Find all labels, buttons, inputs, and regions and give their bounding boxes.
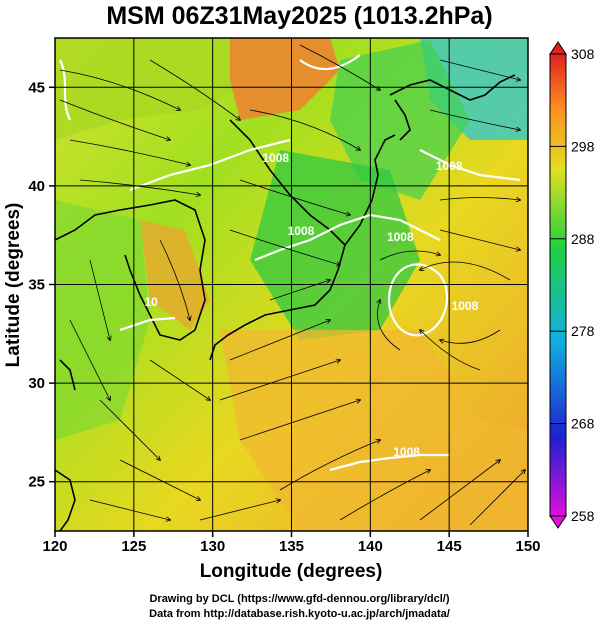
isobar-label: 1008 [288,224,315,238]
lat-lon-grid [55,38,528,531]
x-axis-ticks: 120 125 130 135 140 145 150 [42,531,541,555]
warm-region-south [220,330,528,531]
colorbar-tick-label: 308 [571,46,595,62]
isobar-label: 1008 [452,299,479,313]
isobar-label: 1008 [436,159,463,173]
x-tick-label: 140 [358,538,383,555]
x-tick-label: 145 [437,538,462,555]
isobar-lines [59,54,521,472]
y-axis-title: Latitude (degrees) [3,203,24,368]
isobar-label: 1008 [387,230,414,244]
x-tick-label: 125 [121,538,146,555]
y-tick-label: 45 [28,79,45,96]
isobar-labels: 1008 1008 1008 1008 1008 1008 10 [144,151,478,459]
colorbar-tick-label: 258 [571,508,595,524]
map-title: MSM 06Z31May2025 (1013.2hPa) [106,2,493,30]
warm-region-north [230,38,340,120]
colorbar-min-arrow [549,515,567,529]
colorbar-tick-label: 268 [571,416,595,432]
colorbar-scale [549,53,567,517]
colorbar-max-arrow [549,41,567,55]
y-axis-ticks: 25 30 35 40 45 [28,79,55,491]
footer-credit-data: Data from http://database.rish.kyoto-u.a… [149,608,450,620]
colorbar: 308 298 288 278 268 258 [549,41,595,529]
colorbar-tick-label: 298 [571,138,595,154]
y-tick-label: 25 [28,474,45,491]
isobar-label: 1008 [262,151,289,165]
colorbar-tick-label: 288 [571,231,595,247]
x-tick-label: 150 [515,538,540,555]
footer-credit-drawing: Drawing by DCL (https://www.gfd-dennou.o… [149,593,450,605]
x-tick-label: 120 [42,538,67,555]
korean-peninsula-warm [140,220,210,330]
x-tick-label: 130 [200,538,225,555]
isobar-label: 10 [144,295,158,309]
wind-streamlines [59,44,525,526]
y-tick-label: 30 [28,375,45,392]
map-area: 1008 1008 1008 1008 1008 1008 10 [55,38,528,531]
x-tick-label: 135 [279,538,304,555]
x-axis-title: Longitude (degrees) [200,561,383,582]
isobar-label: 1008 [393,445,420,459]
y-tick-label: 40 [28,178,45,195]
y-tick-label: 35 [28,277,45,294]
colorbar-tick-label: 278 [571,323,595,339]
